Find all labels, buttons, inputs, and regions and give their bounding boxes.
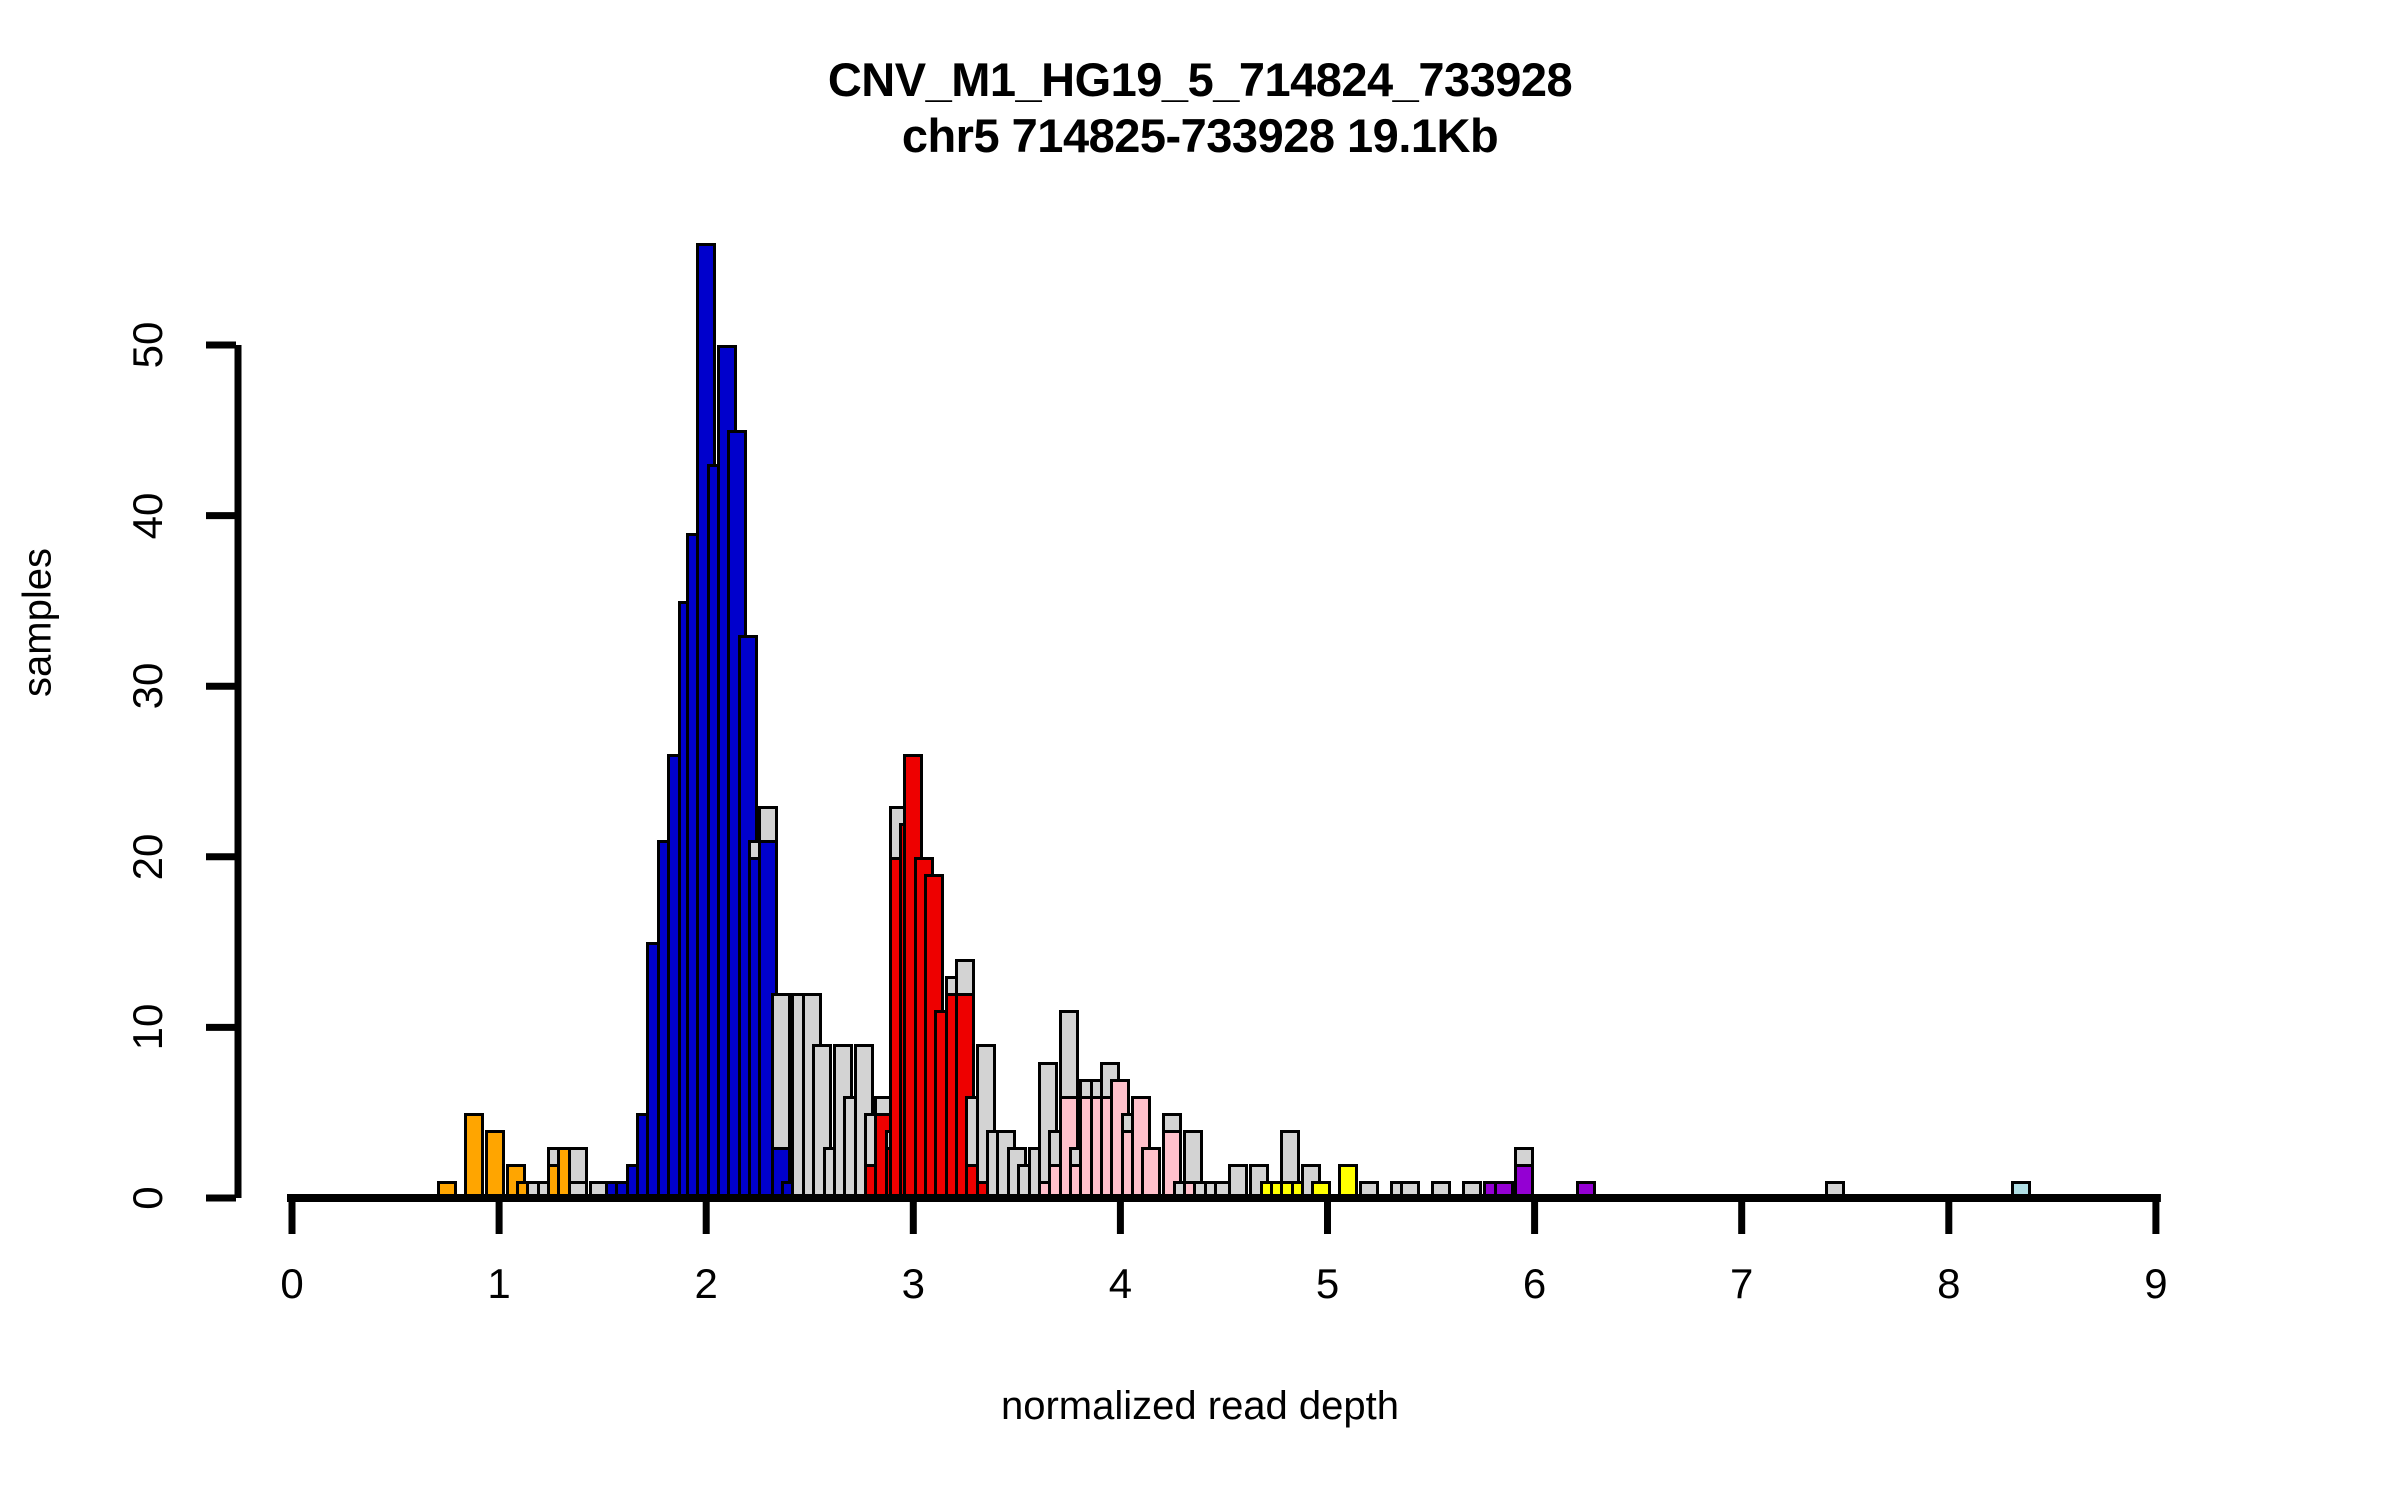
x-tick-label: 4 [1108,1260,1133,1307]
histogram-bar-yellow [1311,1180,1332,1198]
x-axis-label: normalized read depth [1000,1384,1400,1428]
x-tick-label: 1 [487,1260,511,1307]
x-tick-label: 7 [1730,1260,1754,1307]
x-tick-label: 2 [694,1260,718,1307]
histogram-bar-cyan [2011,1180,2032,1198]
y-tick-label: 20 [124,833,171,881]
histogram-bar-yellow [1338,1163,1359,1198]
y-tick-label: 0 [124,1186,171,1210]
histogram-bar-pink [1141,1146,1162,1198]
histogram-bar-orange [464,1112,485,1198]
y-tick-label: 40 [124,492,171,539]
y-tick-label: 10 [124,1004,171,1051]
x-tick-label: 8 [1937,1260,1961,1307]
histogram-bar-total [1400,1180,1421,1198]
histogram-bar-total [1358,1180,1379,1198]
chart-subtitle: chr5 714825-733928 19.1Kb [901,109,1499,162]
x-tick-label: 6 [1522,1260,1547,1307]
x-tick-label: 9 [2144,1260,2168,1307]
histogram-bar-total [1228,1163,1249,1198]
x-tick-label: 3 [901,1260,925,1307]
histogram-bar-purple [1514,1163,1535,1198]
histogram-bar-total [1431,1180,1452,1198]
y-tick-label: 30 [124,662,171,710]
histogram-bar-orange [484,1129,505,1198]
y-tick-label: 50 [124,321,171,369]
x-tick-label: 0 [280,1260,304,1307]
chart-title-block: CNV_M1_HG19_5_714824_733928 chr5 714825-… [0,52,2400,164]
x-tick-label: 5 [1315,1260,1340,1307]
histogram-bar-grey [567,1180,588,1198]
histogram-bar-purple [1576,1180,1597,1198]
histogram-bar-total [1824,1180,1845,1198]
histogram-bar-orange [437,1180,458,1198]
histogram-bar-total [1462,1180,1483,1198]
histogram-bar-purple [1493,1180,1514,1198]
chart-title: CNV_M1_HG19_5_714824_733928 [827,53,1573,106]
